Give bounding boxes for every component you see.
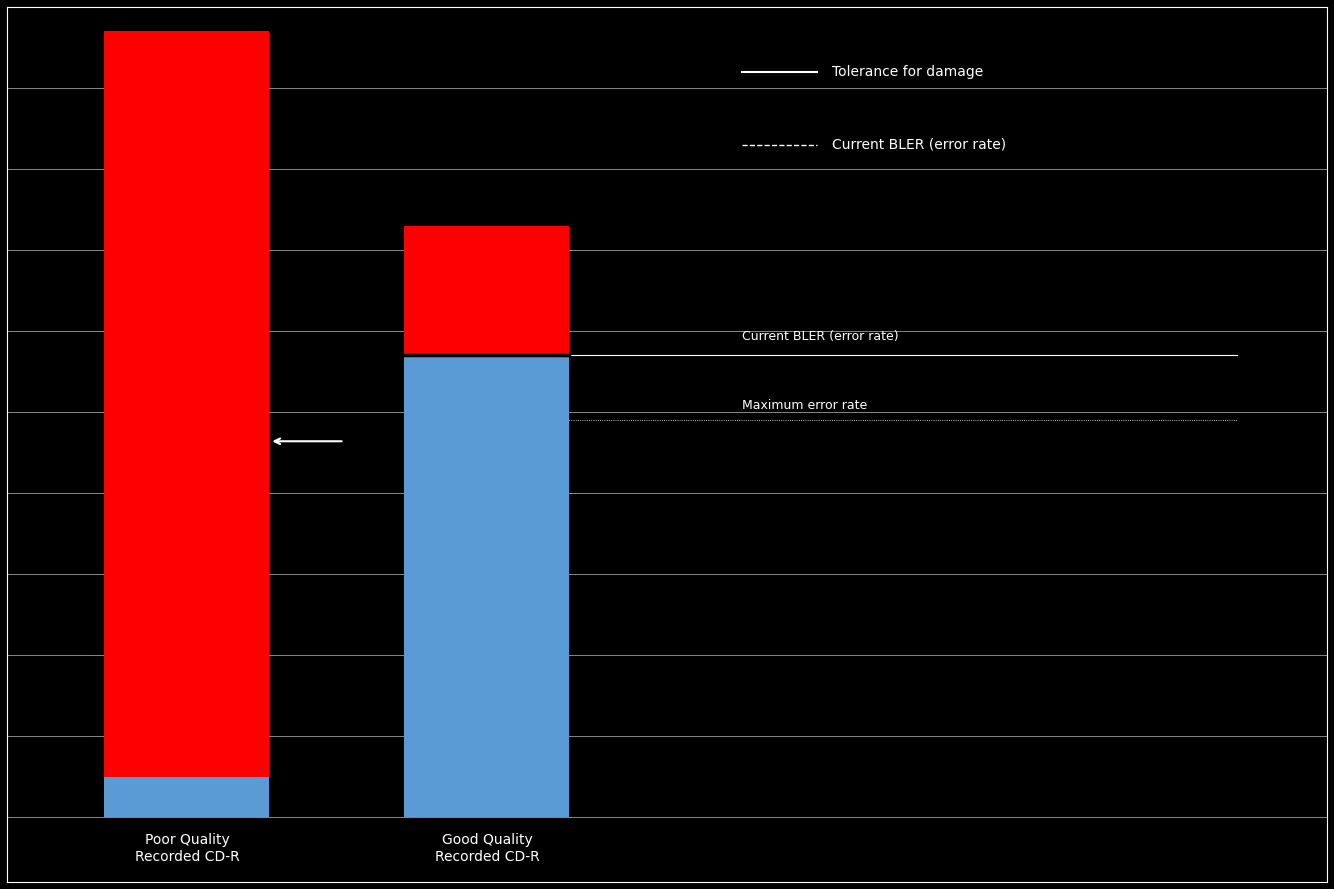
Text: Good Quality
Recorded CD-R: Good Quality Recorded CD-R (435, 834, 539, 863)
Text: Maximum error rate: Maximum error rate (742, 399, 867, 412)
Bar (404, 226, 570, 356)
Text: Current BLER (error rate): Current BLER (error rate) (832, 138, 1006, 152)
Bar (104, 31, 269, 777)
Text: Tolerance for damage: Tolerance for damage (832, 65, 983, 79)
Text: Poor Quality
Recorded CD-R: Poor Quality Recorded CD-R (135, 834, 239, 863)
Bar (404, 356, 570, 817)
Text: Current BLER (error rate): Current BLER (error rate) (742, 330, 899, 343)
Bar (104, 777, 269, 817)
